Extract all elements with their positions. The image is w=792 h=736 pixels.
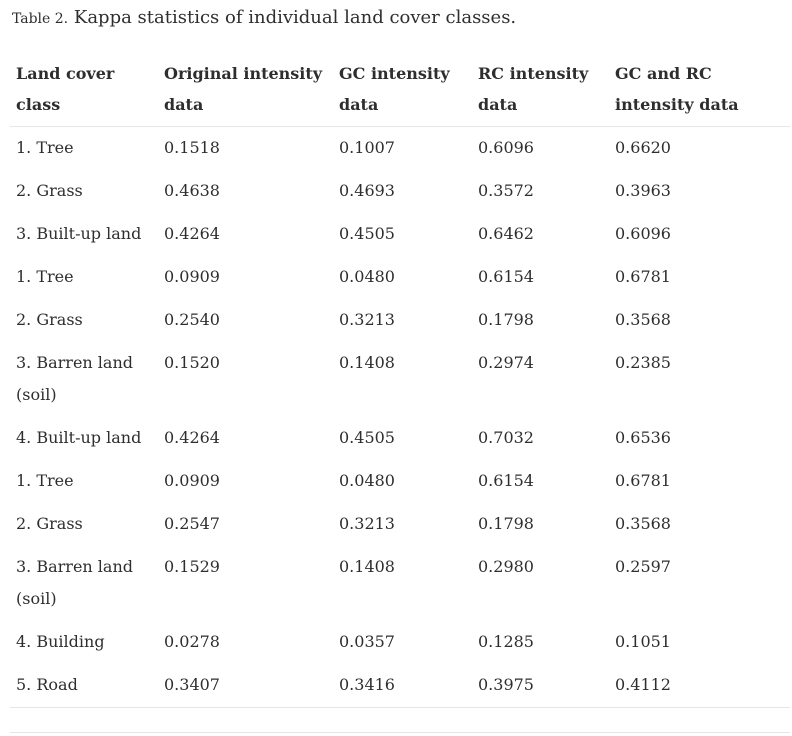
table-row: 1. Tree 0.0909 0.0480 0.6154 0.6781 <box>10 460 790 503</box>
cell-original-intensity: 0.0909 <box>164 267 220 286</box>
cell-gc-rc-intensity: 0.6781 <box>615 471 671 490</box>
cell-gc-intensity: 0.0357 <box>339 632 395 651</box>
cell-land-cover-class: 1. Tree <box>16 267 74 286</box>
cell-land-cover-class: 3. Built-up land <box>16 224 142 243</box>
cell-original-intensity: 0.2547 <box>164 514 220 533</box>
cell-original-intensity: 0.4638 <box>164 181 220 200</box>
cell-gc-rc-intensity: 0.3568 <box>615 514 671 533</box>
table-row: 3. Built-up land 0.4264 0.4505 0.6462 0.6096 <box>10 213 790 256</box>
cell-land-cover-class: 2. Grass <box>16 181 83 200</box>
kappa-table-container: Land cover class Original intensity data… <box>10 53 790 708</box>
cell-original-intensity: 0.0278 <box>164 632 220 651</box>
header-land-cover-class: Land cover class <box>10 53 158 127</box>
table-row: 2. Grass 0.2547 0.3213 0.1798 0.3568 <box>10 503 790 546</box>
cell-gc-intensity: 0.3213 <box>339 310 395 329</box>
header-row: Land cover class Original intensity data… <box>10 53 790 127</box>
table-row: 3. Barren land (soil) 0.1520 0.1408 0.2974 0… <box>10 342 790 417</box>
cell-gc-intensity: 0.4693 <box>339 181 395 200</box>
cell-gc-rc-intensity: 0.2385 <box>615 353 671 372</box>
cell-original-intensity: 0.1520 <box>164 353 220 372</box>
cell-rc-intensity: 0.1798 <box>478 310 534 329</box>
cell-gc-rc-intensity: 0.6536 <box>615 428 671 447</box>
kappa-table: Land cover class Original intensity data… <box>10 53 790 708</box>
cell-original-intensity: 0.0909 <box>164 471 220 490</box>
table-row: 1. Tree 0.1518 0.1007 0.6096 0.6620 <box>10 127 790 171</box>
cell-gc-rc-intensity: 0.1051 <box>615 632 671 651</box>
cell-rc-intensity: 0.7032 <box>478 428 534 447</box>
cell-gc-intensity: 0.4505 <box>339 428 395 447</box>
cell-land-cover-class: 2. Grass <box>16 514 83 533</box>
table-caption-label: Table 2. <box>12 11 69 27</box>
cell-gc-intensity: 0.4505 <box>339 224 395 243</box>
cell-land-cover-class: 1. Tree <box>16 471 74 490</box>
table-caption-text: Kappa statistics of individual land cove… <box>73 7 517 28</box>
cell-land-cover-class: 5. Road <box>10 664 158 708</box>
cell-original-intensity: 0.1529 <box>164 557 220 576</box>
cell-rc-intensity: 0.1798 <box>478 514 534 533</box>
cell-gc-intensity: 0.0480 <box>339 267 395 286</box>
table-row: 4. Building 0.0278 0.0357 0.1285 0.1051 <box>10 621 790 664</box>
cell-gc-rc-intensity: 0.6620 <box>615 138 671 157</box>
cell-original-intensity: 0.4264 <box>164 224 220 243</box>
table-row: 5. Road 0.3407 0.3416 0.3975 0.4112 <box>10 664 790 708</box>
cell-rc-intensity: 0.1285 <box>478 632 534 651</box>
cell-rc-intensity: 0.3572 <box>478 181 534 200</box>
bottom-divider <box>10 732 790 733</box>
cell-gc-rc-intensity: 0.3568 <box>615 310 671 329</box>
header-original-intensity: Original intensity data <box>158 53 333 127</box>
cell-gc-rc-intensity: 0.2597 <box>615 557 671 576</box>
cell-rc-intensity: 0.6462 <box>478 224 534 243</box>
cell-gc-rc-intensity: 0.6781 <box>615 267 671 286</box>
cell-gc-intensity: 0.1007 <box>339 138 395 157</box>
cell-rc-intensity: 0.6154 <box>478 267 534 286</box>
cell-land-cover-class: 1. Tree <box>16 138 74 157</box>
cell-gc-intensity: 0.1408 <box>339 557 395 576</box>
table-caption: Table 2. Kappa statistics of individual … <box>12 6 516 31</box>
table-row: 4. Built-up land 0.4264 0.4505 0.7032 0.6536 <box>10 417 790 460</box>
cell-rc-intensity: 0.6154 <box>478 471 534 490</box>
cell-original-intensity: 0.2540 <box>164 310 220 329</box>
cell-land-cover-class: 3. Barren land (soil) <box>16 557 134 608</box>
header-gc-rc-intensity: GC and RC intensity data <box>609 53 790 127</box>
cell-gc-intensity: 0.3213 <box>339 514 395 533</box>
table-row: 3. Barren land (soil) 0.1529 0.1408 0.2980 0… <box>10 546 790 621</box>
cell-gc-intensity: 0.0480 <box>339 471 395 490</box>
header-rc-intensity: RC intensity data <box>472 53 609 127</box>
cell-rc-intensity: 0.2980 <box>478 557 534 576</box>
table-row: 2. Grass 0.4638 0.4693 0.3572 0.3963 <box>10 170 790 213</box>
table-row: 1. Tree 0.0909 0.0480 0.6154 0.6781 <box>10 256 790 299</box>
cell-gc-intensity: 0.3416 <box>333 664 472 708</box>
cell-original-intensity: 0.1518 <box>164 138 220 157</box>
table-row: 2. Grass 0.2540 0.3213 0.1798 0.3568 <box>10 299 790 342</box>
cell-rc-intensity: 0.3975 <box>472 664 609 708</box>
cell-land-cover-class: 4. Built-up land <box>16 428 142 447</box>
cell-rc-intensity: 0.2974 <box>478 353 534 372</box>
table-body: 1. Tree 0.1518 0.1007 0.6096 0.6620 2. Grass 0… <box>10 127 790 708</box>
cell-gc-intensity: 0.1408 <box>339 353 395 372</box>
cell-gc-rc-intensity: 0.4112 <box>609 664 790 708</box>
cell-gc-rc-intensity: 0.6096 <box>615 224 671 243</box>
cell-original-intensity: 0.3407 <box>158 664 333 708</box>
cell-rc-intensity: 0.6096 <box>478 138 534 157</box>
header-gc-intensity: GC intensity data <box>333 53 472 127</box>
cell-gc-rc-intensity: 0.3963 <box>615 181 671 200</box>
cell-land-cover-class: 3. Barren land (soil) <box>16 353 134 404</box>
cell-original-intensity: 0.4264 <box>164 428 220 447</box>
cell-land-cover-class: 4. Building <box>16 632 105 651</box>
table-header: Land cover class Original intensity data… <box>10 53 790 127</box>
cell-land-cover-class: 2. Grass <box>16 310 83 329</box>
